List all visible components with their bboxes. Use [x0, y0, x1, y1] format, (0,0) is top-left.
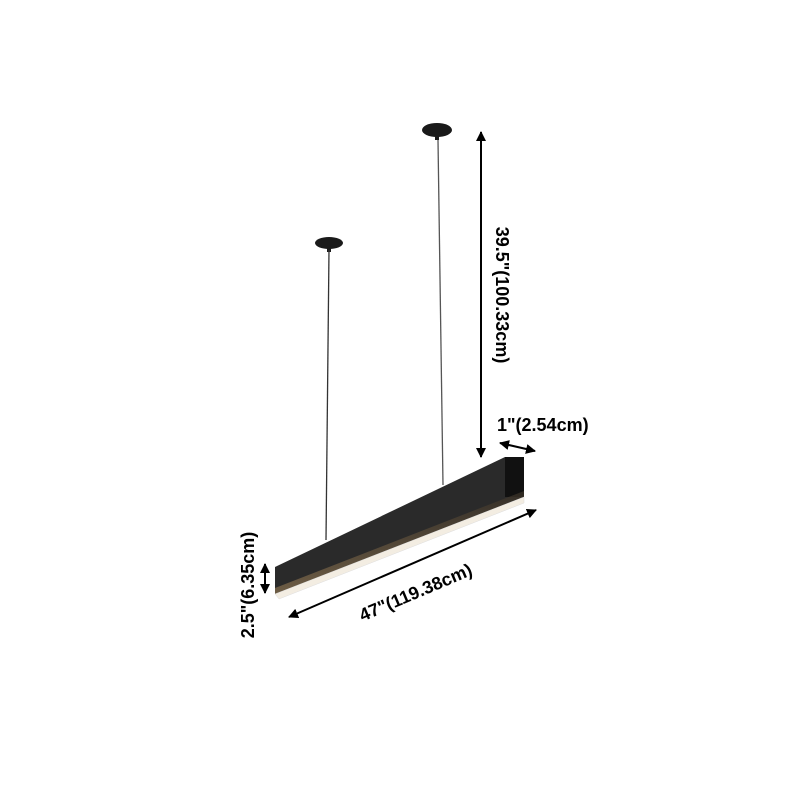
ceiling-canopy-right: [422, 123, 452, 140]
length-arrow: [288, 508, 537, 619]
suspension-cable-right: [437, 139, 444, 486]
height-label: 2.5"(6.35cm): [238, 532, 258, 639]
drop-length-label: 39.5"(100.33cm): [492, 227, 512, 364]
ceiling-canopy-left: [315, 237, 343, 252]
suspension-cable-left: [325, 249, 330, 541]
width-arrow: [499, 440, 536, 454]
linear-pendant-fixture: [274, 457, 525, 600]
width-label: 1"(2.54cm): [497, 415, 589, 435]
length-label: 47"(119.38cm): [356, 560, 475, 626]
